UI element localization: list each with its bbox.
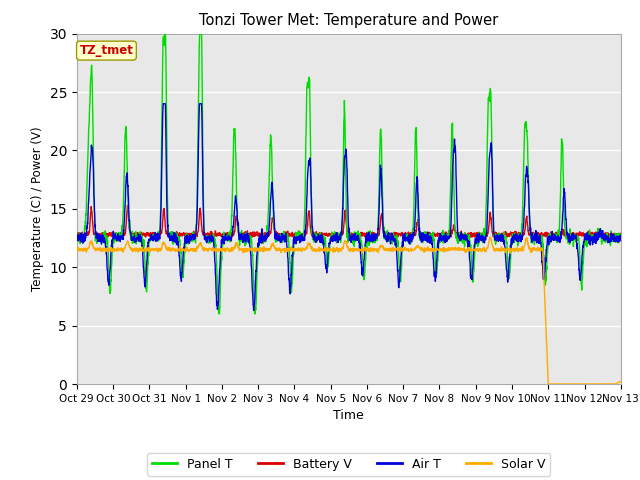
Y-axis label: Temperature (C) / Power (V): Temperature (C) / Power (V) bbox=[31, 127, 44, 291]
Text: TZ_tmet: TZ_tmet bbox=[79, 44, 133, 57]
Legend: Panel T, Battery V, Air T, Solar V: Panel T, Battery V, Air T, Solar V bbox=[147, 453, 550, 476]
Title: Tonzi Tower Met: Temperature and Power: Tonzi Tower Met: Temperature and Power bbox=[199, 13, 499, 28]
X-axis label: Time: Time bbox=[333, 409, 364, 422]
